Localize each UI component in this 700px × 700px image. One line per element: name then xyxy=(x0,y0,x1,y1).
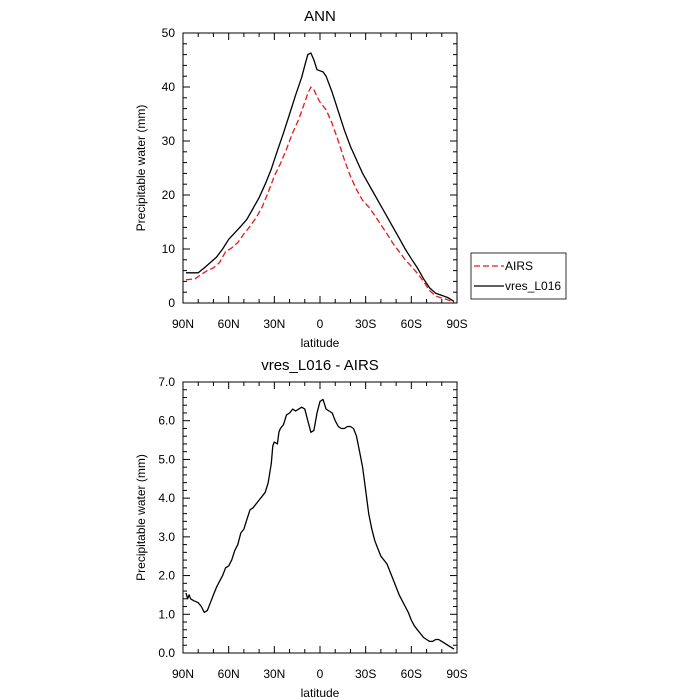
y-tick-label: 10 xyxy=(162,242,176,256)
y-tick-label: 5.0 xyxy=(158,452,175,466)
y-tick-label: 1.0 xyxy=(158,607,175,621)
plot-frame xyxy=(182,381,458,654)
series-lines xyxy=(185,398,455,650)
y-tick-label: 50 xyxy=(162,26,176,40)
x-tick-label: 60N xyxy=(218,317,240,331)
x-axis-label: latitude xyxy=(301,336,340,350)
x-tick-label: 90N xyxy=(172,667,194,681)
axis-ticks: 90N 60N 30N 0 30S 60S 90S 0.0 1.0 2.0 3.0 4.0 5.0 6.0… xyxy=(158,375,467,681)
difference-panel: vres_L016 - AIRS latitude Precipitable w… xyxy=(134,357,468,700)
series-line-difference xyxy=(185,398,455,650)
x-tick-label: 0 xyxy=(317,317,324,331)
y-tick-label: 40 xyxy=(162,80,176,94)
chart-title: vres_L016 - AIRS xyxy=(261,357,379,374)
y-tick-label: 2.0 xyxy=(158,569,175,583)
y-tick-label: 3.0 xyxy=(158,530,175,544)
plot-frame xyxy=(182,32,458,304)
x-axis-label: latitude xyxy=(301,686,340,700)
y-tick-label: 7.0 xyxy=(158,375,175,389)
x-tick-label: 60S xyxy=(401,317,422,331)
legend-label-vres-l016: vres_L016 xyxy=(505,279,561,293)
x-tick-label: 0 xyxy=(317,667,324,681)
y-tick-label: 30 xyxy=(162,134,176,148)
x-tick-label: 30N xyxy=(263,667,285,681)
legend-box xyxy=(470,252,567,300)
x-tick-label: 60N xyxy=(218,667,240,681)
y-tick-label: 0 xyxy=(168,296,175,310)
series-lines xyxy=(185,52,455,304)
x-tick-label: 60S xyxy=(401,667,422,681)
series-line-vres-l016 xyxy=(186,52,455,302)
x-tick-label: 30S xyxy=(355,317,376,331)
series-line-airs xyxy=(185,86,455,304)
chart-title: ANN xyxy=(304,8,336,25)
y-tick-label: 20 xyxy=(162,188,176,202)
y-tick-label: 6.0 xyxy=(158,414,175,428)
legend-label-airs: AIRS xyxy=(505,259,533,273)
x-tick-label: 30N xyxy=(263,317,285,331)
legend: AIRS vres_L016 xyxy=(470,252,567,300)
y-axis-label: Precipitable water (mm) xyxy=(134,454,148,581)
x-tick-label: 90S xyxy=(446,667,467,681)
x-tick-label: 90N xyxy=(172,317,194,331)
x-tick-label: 90S xyxy=(446,317,467,331)
annual-mean-panel: ANN latitude Precipitable water (mm) 90N… xyxy=(134,8,468,350)
y-axis-label: Precipitable water (mm) xyxy=(134,105,148,232)
x-tick-label: 30S xyxy=(355,667,376,681)
axis-ticks: 90N 60N 30N 0 30S 60S 90S 0 10 20 30 40 50 xyxy=(162,26,468,331)
y-tick-label: 4.0 xyxy=(158,491,175,505)
y-tick-label: 0.0 xyxy=(158,646,175,660)
